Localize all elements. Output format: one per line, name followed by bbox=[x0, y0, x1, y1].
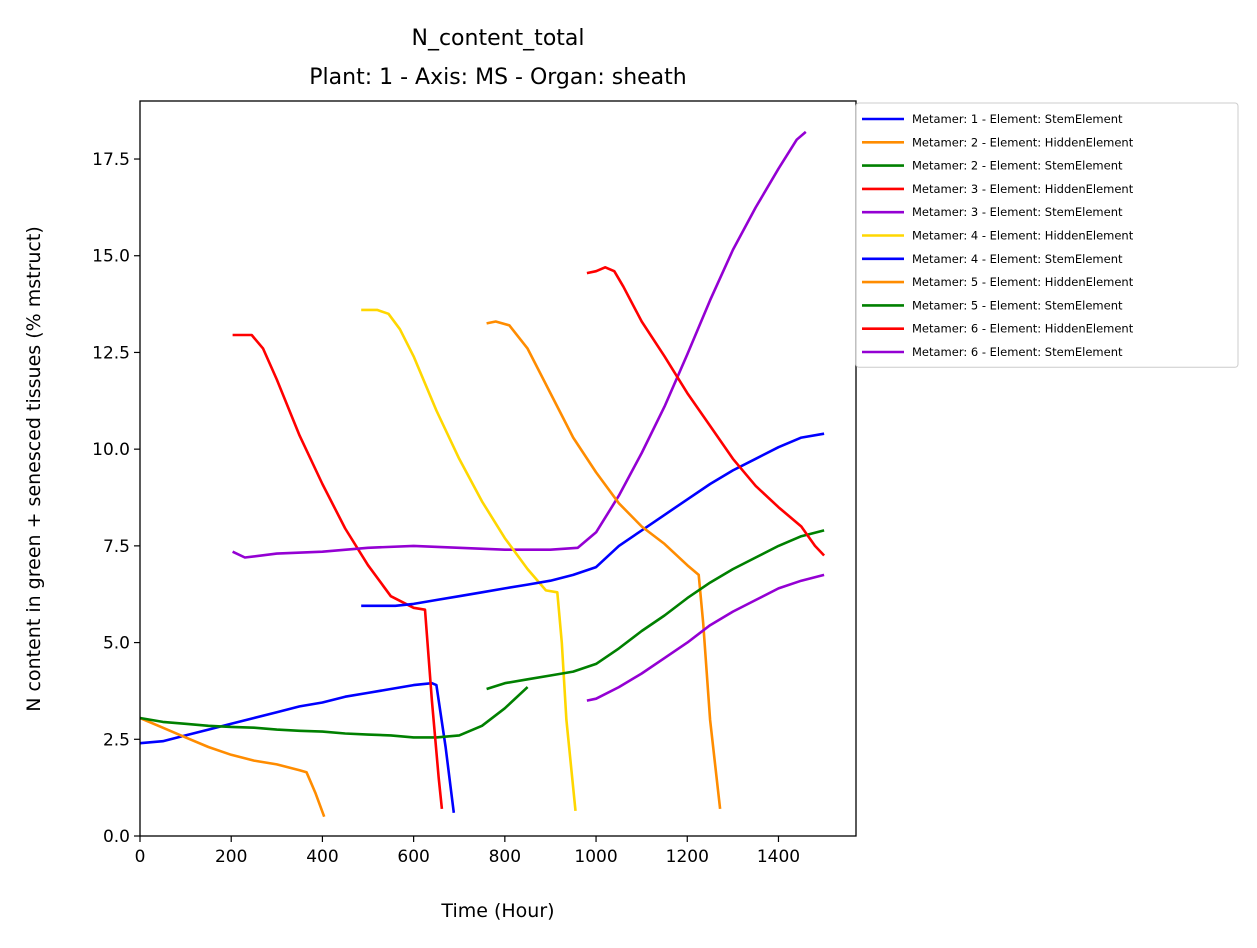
series-line-8 bbox=[486, 320, 722, 810]
x-tick-label: 1400 bbox=[757, 847, 800, 867]
y-tick-label: 7.5 bbox=[103, 537, 130, 557]
x-tick-label: 800 bbox=[489, 847, 521, 867]
y-axis-label: N content in green + senesced tissues (%… bbox=[23, 226, 45, 711]
x-tick-label: 1000 bbox=[574, 847, 617, 867]
legend-entry: Metamer: 5 - Element: StemElement bbox=[912, 298, 1123, 312]
legend-entry: Metamer: 2 - Element: StemElement bbox=[912, 159, 1123, 173]
y-tick-label: 15.0 bbox=[92, 247, 130, 267]
legend-frame bbox=[855, 102, 1239, 368]
series-line-7 bbox=[361, 432, 825, 608]
x-tick-label: 1200 bbox=[666, 847, 709, 867]
axes: 0 200 400 600 800 1000 1200 1400 0.0 2.5 5.0 7.5 10.… bbox=[92, 100, 857, 867]
chart-title: N_content_total bbox=[412, 26, 585, 51]
y-tick-label: 5.0 bbox=[103, 634, 130, 654]
series-line-9 bbox=[486, 529, 825, 691]
plot-area bbox=[139, 130, 826, 818]
series-line-10 bbox=[586, 265, 826, 557]
legend-entry: Metamer: 4 - Element: StemElement bbox=[912, 252, 1123, 266]
series-line-11 bbox=[586, 573, 825, 702]
legend-entry: Metamer: 4 - Element: HiddenElement bbox=[912, 229, 1134, 243]
series-line-1 bbox=[139, 681, 456, 813]
plot-frame bbox=[139, 100, 857, 837]
legend-entry: Metamer: 5 - Element: HiddenElement bbox=[912, 275, 1134, 289]
x-axis-label: Time (Hour) bbox=[440, 900, 554, 922]
legend-entry: Metamer: 2 - Element: HiddenElement bbox=[912, 135, 1134, 149]
y-tick-label: 10.0 bbox=[92, 440, 130, 460]
x-tick-label: 0 bbox=[135, 847, 146, 867]
series-line-4 bbox=[232, 333, 444, 810]
x-tick-label: 200 bbox=[215, 847, 247, 867]
legend-entry: Metamer: 6 - Element: StemElement bbox=[912, 345, 1123, 359]
legend-entry: Metamer: 3 - Element: StemElement bbox=[912, 205, 1123, 219]
legend: Metamer: 1 - Element: StemElement Metamer… bbox=[855, 102, 1239, 368]
y-tick-label: 0.0 bbox=[103, 827, 130, 847]
x-tick-label: 400 bbox=[306, 847, 338, 867]
chart-subtitle: Plant: 1 - Axis: MS - Organ: sheath bbox=[309, 65, 686, 90]
legend-entry: Metamer: 6 - Element: HiddenElement bbox=[912, 322, 1134, 336]
y-tick-label: 12.5 bbox=[92, 343, 130, 363]
y-tick-label: 2.5 bbox=[103, 730, 130, 750]
series-line-2 bbox=[139, 716, 326, 818]
x-tick-label: 600 bbox=[397, 847, 429, 867]
series-line-3 bbox=[139, 686, 529, 739]
series-line-6 bbox=[361, 308, 577, 812]
series-line-5 bbox=[232, 130, 807, 559]
legend-entry: Metamer: 3 - Element: HiddenElement bbox=[912, 182, 1134, 196]
legend-entry: Metamer: 1 - Element: StemElement bbox=[912, 112, 1123, 126]
y-tick-label: 17.5 bbox=[92, 150, 130, 170]
